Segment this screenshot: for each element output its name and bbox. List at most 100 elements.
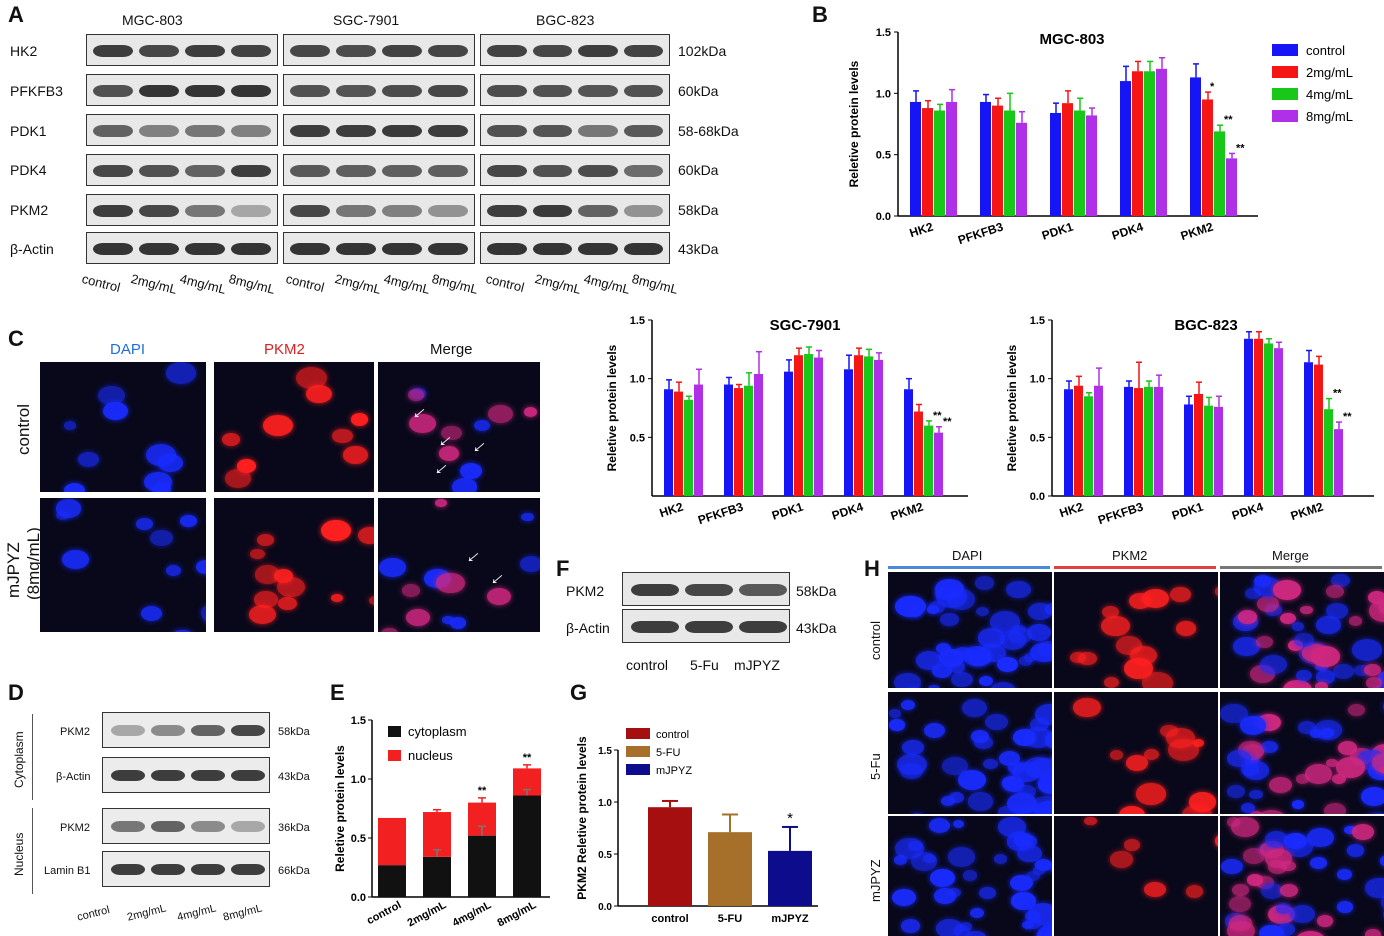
- cell-nucleus: [407, 389, 424, 401]
- protein-band: [93, 165, 133, 177]
- protein-band: [290, 243, 330, 255]
- cell-nucleus: [306, 385, 332, 404]
- protein-band: [578, 125, 618, 137]
- cell-nucleus: [1027, 903, 1052, 925]
- protein-band: [290, 165, 330, 177]
- cell-nucleus: [895, 595, 926, 618]
- cell-nucleus: [1348, 616, 1363, 626]
- significance-star: **: [1333, 388, 1342, 400]
- cell-nucleus: [915, 650, 943, 671]
- cell-nucleus: [1143, 748, 1160, 760]
- cell-nucleus: [1336, 901, 1354, 914]
- protein-band: [139, 45, 179, 57]
- blot-strip: [622, 609, 790, 643]
- cell-nucleus: [1030, 717, 1049, 731]
- group-label-cytoplasm: Cytoplasm: [12, 731, 26, 788]
- significance-star: **: [933, 410, 942, 422]
- protein-band: [623, 125, 663, 137]
- cell-nucleus: [970, 730, 989, 743]
- cell-nucleus: [405, 608, 430, 626]
- cell-nucleus: [923, 722, 946, 739]
- cell-nucleus: [947, 589, 976, 610]
- cell-nucleus: [1326, 758, 1338, 767]
- blot-strip: [102, 712, 270, 748]
- cell-nucleus: [1382, 906, 1384, 923]
- lane-label: 2mg/mL: [533, 271, 583, 297]
- bar: [1094, 385, 1103, 496]
- cell-nucleus: [900, 700, 915, 711]
- bar: [1016, 122, 1027, 216]
- kda-label: 60kDa: [678, 83, 719, 99]
- cell-nucleus: [1170, 587, 1191, 602]
- cell-nucleus: [1214, 586, 1218, 597]
- cell-nucleus: [1292, 621, 1305, 631]
- blot-strip: [480, 232, 670, 264]
- x-tick-label: HK2: [1058, 499, 1085, 520]
- cell-nucleus: [1229, 914, 1252, 931]
- bar: [1064, 389, 1073, 496]
- cell-nucleus: [521, 512, 534, 522]
- bar: [694, 384, 703, 496]
- legend-label: cytoplasm: [408, 724, 467, 739]
- cell-nucleus: [343, 446, 368, 464]
- lane-label: 4mg/mL: [582, 271, 632, 297]
- protein-band: [336, 45, 376, 57]
- cell-nucleus: [1242, 848, 1265, 864]
- cell-nucleus: [1281, 860, 1296, 872]
- bar: [1134, 388, 1143, 496]
- y-tick-label: 1.5: [1030, 315, 1045, 327]
- cell-nucleus: [1296, 669, 1313, 682]
- kda-label: 36kDa: [278, 822, 310, 834]
- protein-band: [231, 125, 271, 137]
- y-tick-label: 1.0: [351, 774, 366, 786]
- protein-band: [631, 621, 679, 633]
- protein-band: [185, 125, 225, 137]
- blot-strip: [86, 194, 278, 226]
- cell-nucleus: [1325, 602, 1348, 619]
- legend-label: 4mg/mL: [1306, 87, 1353, 102]
- legend-swatch: [1272, 88, 1298, 100]
- protein-band: [191, 864, 225, 875]
- fluorescence-image: [40, 498, 206, 632]
- cell-nucleus: [473, 420, 490, 432]
- protein-label: PFKFB3: [10, 83, 63, 99]
- cell-nucleus: [979, 676, 994, 687]
- protein-band: [191, 821, 225, 832]
- y-tick-label: 0.5: [351, 833, 366, 845]
- lane-label: 8mg/mL: [430, 271, 480, 297]
- cell-nucleus: [1379, 855, 1384, 867]
- protein-band: [93, 125, 133, 137]
- cell-nucleus: [970, 908, 985, 919]
- bar: [914, 411, 923, 496]
- row-label-control: control: [14, 403, 33, 455]
- cell-nucleus: [899, 686, 927, 688]
- cell-nucleus: [1143, 881, 1166, 898]
- cell-nucleus: [165, 362, 197, 384]
- bar: [1084, 396, 1093, 496]
- protein-band: [578, 85, 618, 97]
- bar: [1244, 338, 1253, 496]
- cell-nucleus: [1240, 802, 1256, 813]
- protein-band: [139, 165, 179, 177]
- cell-nucleus: [1256, 635, 1274, 648]
- blot-strip: [622, 572, 790, 606]
- bar: [1120, 81, 1131, 216]
- bar: [1324, 409, 1333, 496]
- kda-label: 43kDa: [278, 771, 310, 783]
- x-tick-label: PFKFB3: [1096, 499, 1145, 527]
- cell-nucleus: [1026, 623, 1051, 641]
- cell-nucleus: [224, 468, 251, 488]
- cell-nucleus: [1304, 764, 1332, 784]
- lane-label: mJPYZ: [734, 657, 780, 673]
- bracket-line: [32, 808, 33, 894]
- cell-nucleus: [957, 769, 986, 790]
- cell-nucleus: [1269, 776, 1293, 794]
- protein-band: [336, 165, 376, 177]
- cell-nucleus: [1365, 877, 1384, 898]
- cell-nucleus: [961, 699, 988, 718]
- cell-nucleus: [435, 499, 447, 508]
- y-tick-label: 1.0: [630, 374, 645, 386]
- cell-nucleus: [273, 568, 294, 583]
- cell-nucleus: [974, 576, 995, 590]
- cell-nucleus: [1381, 891, 1384, 913]
